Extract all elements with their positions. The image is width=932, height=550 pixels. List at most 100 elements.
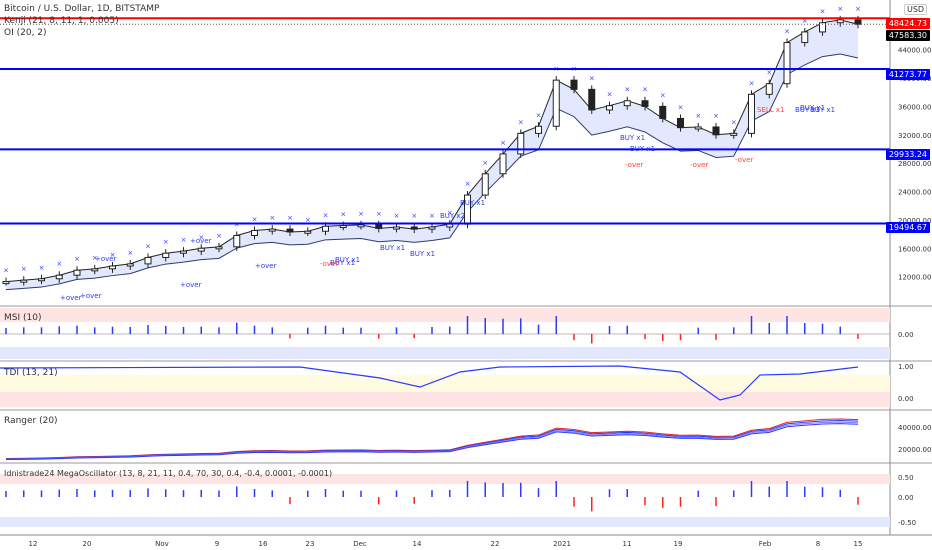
price-tick-label: 28000.00 (898, 160, 931, 168)
level-tag-blue-2: 29933.24 (885, 149, 930, 160)
signal-label: +over (95, 255, 117, 263)
msi-panel-title[interactable]: MSI (10) (4, 313, 42, 323)
candle-body (428, 226, 436, 230)
parabolic-cross: × (536, 111, 542, 119)
parabolic-cross: × (855, 5, 861, 13)
time-tick-label: 16 (259, 540, 268, 548)
oi-study-label[interactable]: OI (20, 2) (4, 28, 47, 38)
candle-body (109, 265, 116, 270)
last-price-tag: 47583.30 (885, 30, 930, 41)
parabolic-cross: × (216, 232, 222, 240)
price-tick-label: 16000.00 (898, 245, 931, 253)
time-tick-label: 11 (623, 540, 632, 548)
parabolic-cross: × (110, 251, 116, 259)
price-tick-label: 44000.00 (898, 47, 931, 55)
tdi-lower-zone (0, 392, 890, 407)
tdi-panel-title[interactable]: TDI (13, 21) (4, 368, 58, 378)
candle-body (91, 268, 99, 272)
mega-tick: 0.00 (898, 494, 914, 502)
ranger-tick: 20000.00 (898, 446, 931, 454)
parabolic-cross: × (39, 264, 45, 272)
candle-body (552, 79, 560, 127)
candle-body (286, 228, 294, 233)
parabolic-cross: × (394, 212, 400, 220)
currency-button[interactable]: USD (904, 4, 928, 15)
parabolic-cross: × (660, 91, 666, 99)
parabolic-cross: × (92, 254, 98, 262)
parabolic-cross: × (713, 112, 719, 120)
candle-body (393, 226, 400, 230)
candle-body (588, 88, 596, 111)
time-tick-label: 19 (674, 540, 683, 548)
level-tag-red: 48424.73 (885, 18, 930, 29)
candle-body (748, 93, 755, 134)
kenji-study-label[interactable]: Kenji (21, 8, 11, 1, 0.005) (4, 16, 119, 26)
signal-label: +over (190, 237, 212, 245)
time-tick-label: 22 (491, 540, 500, 548)
parabolic-cross: × (518, 118, 524, 126)
time-tick-label: 12 (29, 540, 38, 548)
signal-label: SELL x1 (757, 106, 785, 114)
price-tick-label: 20000.00 (898, 217, 931, 225)
parabolic-cross: × (429, 212, 435, 220)
parabolic-cross: × (837, 5, 843, 13)
parabolic-cross: × (465, 180, 471, 188)
megaoscillator-panel-title[interactable]: Idnistrade24 MegaOscillator (13, 8, 21, … (4, 469, 333, 478)
candle-body (233, 234, 241, 248)
candle-body (339, 225, 347, 229)
parabolic-cross: × (695, 112, 701, 120)
time-tick-label: 9 (215, 540, 219, 548)
parabolic-cross: × (163, 238, 169, 246)
candle-body (854, 19, 862, 25)
candle-body (126, 263, 134, 267)
ranger-panel-title[interactable]: Ranger (20) (4, 416, 58, 426)
candle-body (410, 226, 418, 230)
candle-body (304, 230, 312, 234)
candle-body (197, 247, 205, 252)
signal-label: BUY x1 (335, 256, 360, 264)
parabolic-cross: × (145, 242, 151, 250)
candle-body (38, 278, 45, 282)
parabolic-cross: × (589, 74, 595, 82)
candle-body (499, 153, 507, 175)
tdi-tick: 1.00 (898, 363, 914, 371)
parabolic-cross: × (784, 28, 790, 36)
candle-body (836, 19, 844, 24)
parabolic-cross: × (181, 236, 187, 244)
ranger-line (5, 423, 859, 461)
signal-label: -over (320, 260, 338, 268)
ranger-tick: 40000.00 (898, 424, 931, 432)
candle-body (712, 126, 720, 136)
signal-label: BUY x1 (410, 250, 435, 258)
signal-label: +over (255, 262, 277, 270)
parabolic-cross: × (340, 211, 346, 219)
candle-body (73, 269, 81, 276)
parabolic-cross: × (74, 255, 80, 263)
candle-body (357, 224, 365, 228)
parabolic-cross: × (21, 265, 27, 273)
signal-label: -over (690, 161, 708, 169)
candle-body (641, 100, 649, 107)
mega-tick: -0.50 (898, 519, 916, 527)
symbol-title: Bitcoin / U.S. Dollar, 1D, BITSTAMP (4, 4, 160, 14)
candle-body (481, 173, 489, 196)
parabolic-cross: × (323, 211, 329, 219)
candle-body (819, 22, 826, 33)
mega-lower-zone (0, 517, 890, 527)
candle-body (446, 223, 454, 228)
signal-label: +over (80, 292, 102, 300)
candle-body (55, 274, 63, 280)
parabolic-cross: × (56, 260, 62, 268)
signal-label: BUY x1 (380, 244, 405, 252)
mega-tick: 0.50 (898, 474, 914, 482)
signal-label: BUY x2 (440, 212, 465, 220)
candle-body (2, 281, 10, 285)
time-tick-label: Dec (353, 540, 367, 548)
signal-label: +over (60, 294, 82, 302)
msi-tick: 0.00 (898, 331, 914, 339)
candle-body (322, 225, 329, 232)
price-tick-label: 24000.00 (898, 189, 931, 197)
parabolic-cross: × (234, 220, 240, 228)
candle-body (517, 132, 525, 155)
